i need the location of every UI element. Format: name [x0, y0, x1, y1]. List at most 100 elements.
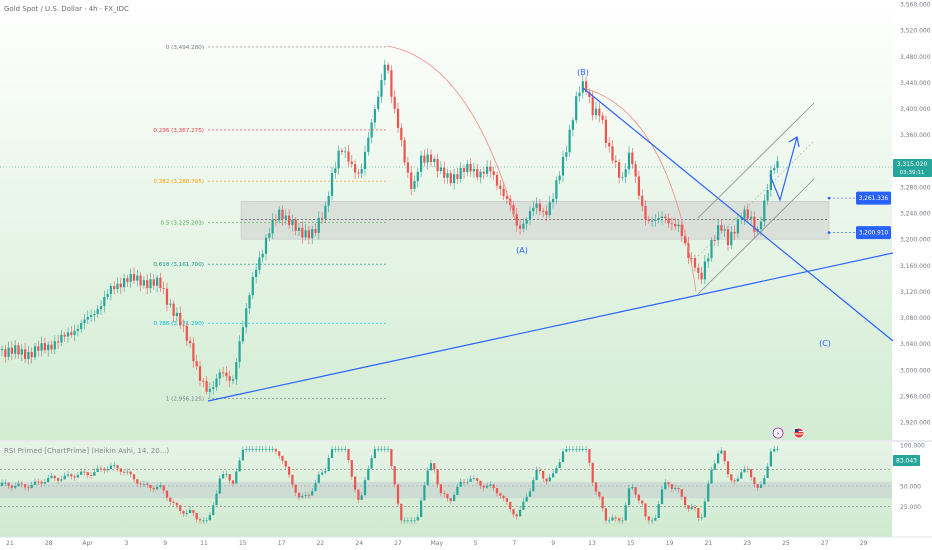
- bearish-candle[interactable]: [670, 223, 673, 225]
- rsi-candle-down[interactable]: [123, 471, 126, 473]
- bullish-candle[interactable]: [525, 219, 528, 224]
- bullish-candle[interactable]: [175, 312, 178, 316]
- rsi-candle-down[interactable]: [439, 484, 442, 493]
- bearish-candle[interactable]: [70, 332, 73, 335]
- rsi-candle-up[interactable]: [215, 493, 218, 506]
- bullish-candle[interactable]: [278, 209, 281, 221]
- rsi-candle-up[interactable]: [373, 449, 376, 459]
- rsi-candle-down[interactable]: [291, 474, 294, 485]
- price-label-badge[interactable]: [856, 191, 891, 205]
- bullish-candle[interactable]: [297, 227, 301, 231]
- bullish-candle[interactable]: [317, 217, 320, 233]
- bearish-candle[interactable]: [462, 168, 466, 173]
- bullish-candle[interactable]: [453, 174, 456, 184]
- bearish-candle[interactable]: [139, 275, 142, 286]
- rsi-candle-up[interactable]: [80, 471, 83, 475]
- rsi-candle-down[interactable]: [10, 485, 13, 488]
- rsi-candle-up[interactable]: [241, 449, 244, 461]
- rsi-candle-up[interactable]: [304, 495, 307, 497]
- rsi-candle-up[interactable]: [631, 487, 634, 489]
- rsi-candle-down[interactable]: [601, 496, 604, 509]
- rsi-candle-up[interactable]: [185, 512, 188, 514]
- bullish-candle[interactable]: [627, 152, 631, 170]
- rsi-candle-down[interactable]: [396, 484, 400, 504]
- bullish-candle[interactable]: [363, 151, 367, 170]
- rsi-candle-up[interactable]: [258, 449, 261, 450]
- rsi-candle-down[interactable]: [354, 476, 357, 490]
- bearish-candle[interactable]: [10, 347, 13, 354]
- bullish-candle[interactable]: [581, 81, 584, 93]
- rsi-candle-down[interactable]: [119, 468, 122, 472]
- bullish-candle[interactable]: [426, 154, 429, 163]
- rsi-candle-down[interactable]: [90, 475, 93, 476]
- rsi-candle-up[interactable]: [423, 485, 426, 501]
- rsi-candle-down[interactable]: [723, 450, 726, 462]
- bearish-candle[interactable]: [618, 162, 621, 178]
- symbol-title[interactable]: Gold Spot / U.S. Dollar · 4h · FX_IDC: [4, 5, 129, 13]
- bullish-candle[interactable]: [707, 258, 710, 262]
- bullish-candle[interactable]: [103, 297, 106, 307]
- rsi-candle-down[interactable]: [591, 462, 594, 483]
- bearish-candle[interactable]: [469, 163, 472, 172]
- bullish-candle[interactable]: [86, 316, 89, 320]
- bearish-candle[interactable]: [126, 278, 129, 282]
- rsi-candle-up[interactable]: [578, 449, 581, 450]
- bearish-candle[interactable]: [634, 164, 637, 177]
- bullish-candle[interactable]: [284, 215, 287, 220]
- bullish-candle[interactable]: [528, 211, 532, 220]
- rsi-candle-down[interactable]: [37, 481, 40, 483]
- rsi-candle-down[interactable]: [70, 474, 73, 477]
- rsi-candle-up[interactable]: [63, 475, 66, 480]
- bearish-candle[interactable]: [354, 164, 357, 173]
- bearish-candle[interactable]: [502, 188, 505, 197]
- bullish-candle[interactable]: [555, 180, 558, 199]
- rsi-candle-down[interactable]: [436, 469, 439, 485]
- bullish-candle[interactable]: [486, 166, 489, 174]
- rsi-candle-down[interactable]: [495, 488, 499, 494]
- rsi-candle-up[interactable]: [466, 481, 469, 483]
- rsi-candle-down[interactable]: [198, 519, 202, 521]
- bullish-candle[interactable]: [479, 171, 482, 178]
- rsi-candle-down[interactable]: [86, 472, 89, 476]
- rsi-candle-up[interactable]: [420, 500, 423, 518]
- bearish-candle[interactable]: [443, 167, 446, 178]
- bullish-candle[interactable]: [235, 362, 238, 380]
- rsi-candle-up[interactable]: [60, 479, 63, 481]
- bullish-candle[interactable]: [53, 341, 56, 350]
- wave-label-a[interactable]: (A): [516, 246, 528, 255]
- bullish-candle[interactable]: [439, 167, 442, 172]
- rsi-candle-down[interactable]: [637, 494, 640, 501]
- bullish-candle[interactable]: [248, 295, 251, 309]
- bearish-candle[interactable]: [347, 151, 350, 162]
- rsi-candle-down[interactable]: [27, 487, 30, 489]
- rsi-candle-down[interactable]: [618, 518, 621, 521]
- bearish-candle[interactable]: [314, 229, 317, 233]
- rsi-candle-down[interactable]: [284, 460, 287, 467]
- rsi-candle-down[interactable]: [505, 498, 508, 502]
- rsi-candle-down[interactable]: [288, 466, 291, 475]
- bearish-candle[interactable]: [700, 272, 703, 280]
- rsi-candle-up[interactable]: [532, 480, 535, 492]
- rsi-candle-down[interactable]: [57, 478, 60, 481]
- bearish-candle[interactable]: [476, 169, 479, 178]
- rsi-candle-down[interactable]: [512, 509, 515, 515]
- rsi-candle-up[interactable]: [773, 449, 776, 452]
- bullish-candle[interactable]: [327, 195, 330, 206]
- rsi-candle-down[interactable]: [297, 492, 301, 498]
- bearish-candle[interactable]: [637, 176, 640, 196]
- bearish-candle[interactable]: [24, 349, 27, 360]
- rsi-candle-down[interactable]: [169, 497, 172, 502]
- bullish-candle[interactable]: [123, 278, 126, 288]
- rsi-candle-down[interactable]: [146, 483, 149, 485]
- rsi-candle-up[interactable]: [713, 463, 716, 470]
- bullish-candle[interactable]: [575, 96, 578, 121]
- rsi-candle-up[interactable]: [552, 473, 555, 478]
- rsi-candle-down[interactable]: [492, 484, 495, 489]
- rsi-candle-down[interactable]: [357, 489, 360, 500]
- bullish-candle[interactable]: [459, 168, 462, 179]
- bearish-candle[interactable]: [198, 366, 202, 381]
- bearish-candle[interactable]: [601, 115, 604, 120]
- bearish-candle[interactable]: [390, 70, 393, 97]
